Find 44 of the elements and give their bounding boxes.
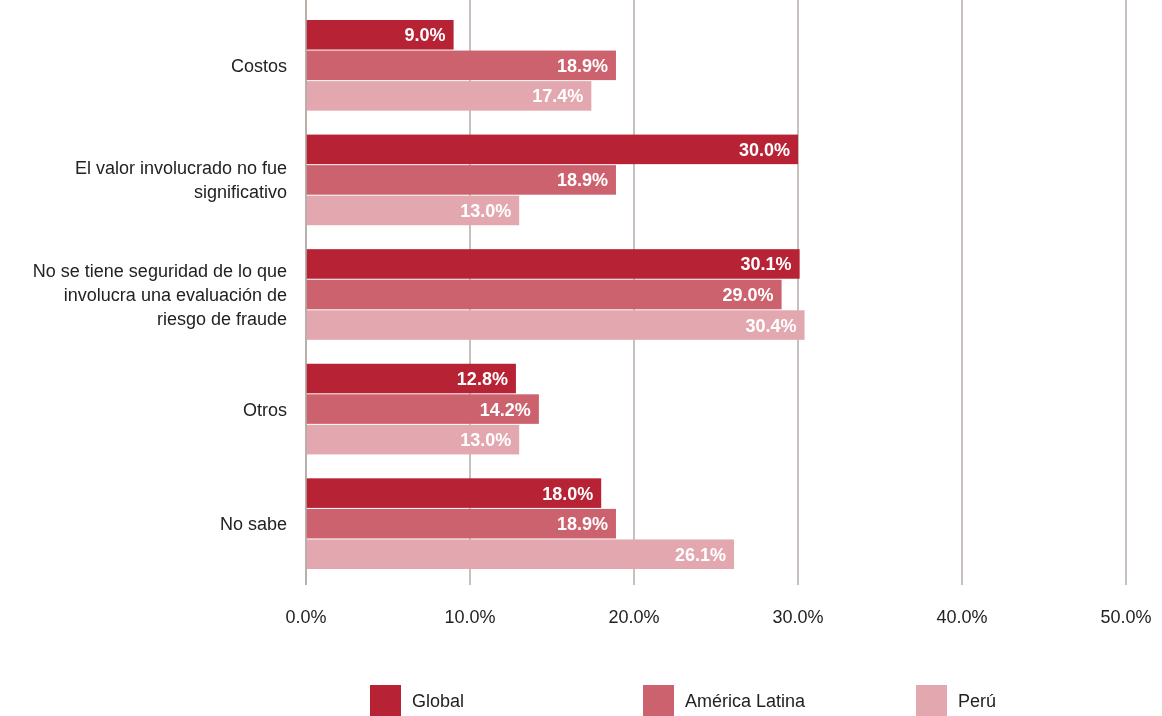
bar [306, 20, 454, 50]
data-label: 18.0% [542, 483, 594, 504]
data-label: 18.9% [556, 514, 608, 535]
data-label: 9.0% [404, 25, 446, 46]
data-label: 29.0% [722, 285, 774, 305]
bar [306, 478, 602, 508]
x-tick-label: 50.0% [1100, 607, 1152, 627]
bar [306, 165, 616, 195]
x-tick-label: 30.0% [772, 607, 824, 627]
legend-label: América Latina [685, 691, 807, 711]
data-label: 17.4% [532, 86, 584, 107]
data-label: 30.4% [745, 315, 797, 336]
bar [306, 81, 592, 111]
data-label: 12.8% [456, 369, 508, 390]
bar [306, 310, 805, 340]
data-label: 26.1% [674, 544, 727, 565]
data-label: 14.2% [479, 399, 531, 420]
data-label: 30.0% [738, 139, 790, 160]
y-tick-label: No se tiene seguridad de lo que involucra una evaluación de riesgo de fraude [32, 261, 287, 329]
y-tick-label: Otros [242, 399, 287, 420]
bar [306, 134, 798, 165]
data-label: 18.9% [556, 170, 608, 191]
bar [306, 279, 782, 310]
bar [306, 50, 616, 81]
data-label: 30.1% [740, 254, 792, 275]
data-label: 13.0% [460, 200, 512, 221]
bar [306, 195, 520, 226]
y-tick-label: Costos [230, 55, 287, 76]
bar [306, 539, 735, 569]
x-tick-label: 40.0% [936, 607, 988, 627]
x-tick-label: 0.0% [285, 607, 327, 627]
data-label: 13.0% [460, 430, 512, 451]
x-tick-label: 10.0% [444, 607, 496, 627]
x-tick-label: 20.0% [608, 607, 660, 627]
bar [306, 508, 616, 539]
bar [306, 249, 800, 279]
bar [306, 363, 516, 394]
data-label: 18.9% [556, 55, 608, 76]
y-tick-label: El valor involucrado no fue significativo [74, 158, 287, 203]
y-tick-label: No sabe [219, 514, 287, 535]
legend-label: Perú [958, 691, 997, 711]
bar [306, 424, 520, 455]
legend-label: Global [412, 691, 465, 711]
bar [306, 394, 539, 424]
